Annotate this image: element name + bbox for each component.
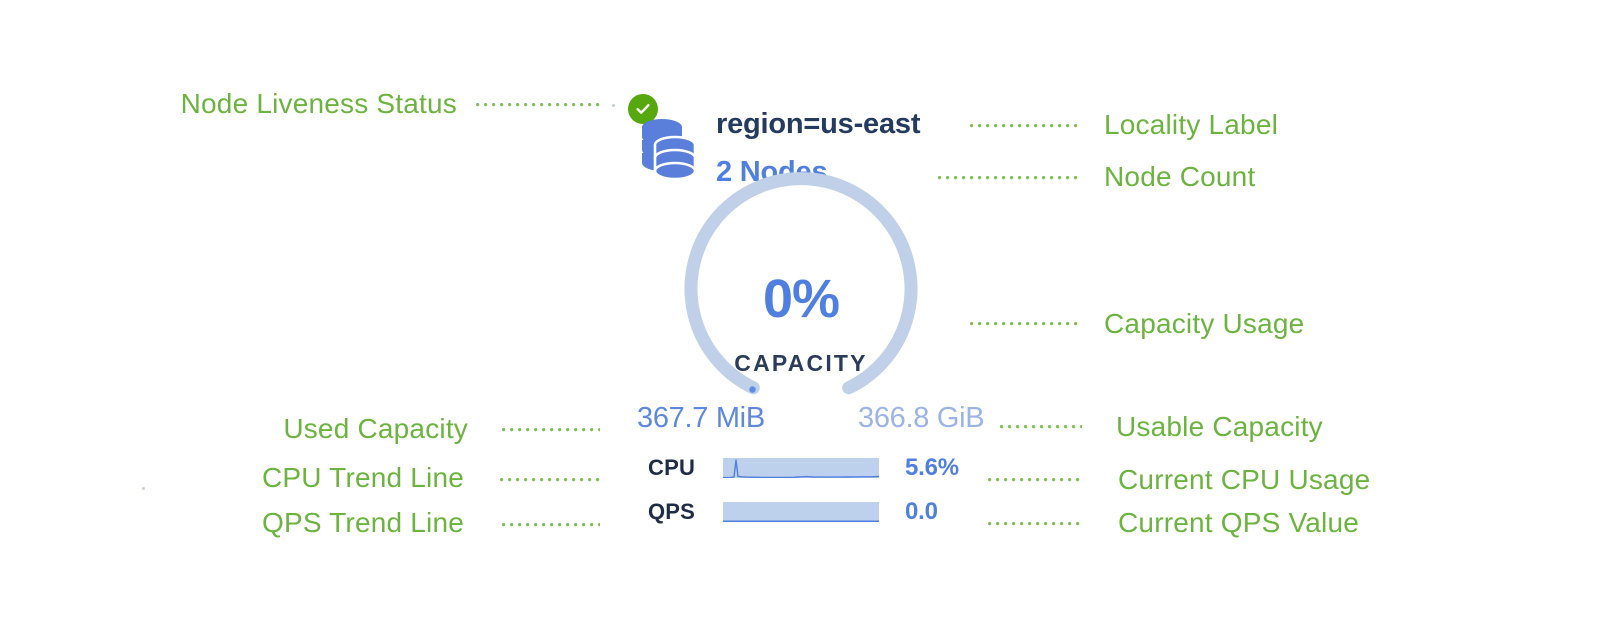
capacity-gauge <box>672 172 930 414</box>
node-icon-group <box>628 94 706 186</box>
metric-label-qps: QPS <box>648 499 696 524</box>
annotation-node-count: Node Count <box>1104 161 1256 192</box>
leader-line-qps-trend-line <box>502 523 600 528</box>
annotation-capacity-usage: Capacity Usage <box>1104 308 1305 339</box>
metric-value-cpu: 5.6% <box>905 454 959 481</box>
leader-line-node-liveness-status <box>476 103 604 108</box>
capacity-percent: 0% <box>762 269 840 329</box>
metric-label-cpu: CPU <box>648 455 696 480</box>
leader-line-cpu-trend-line <box>500 478 600 483</box>
qps-sparkline-chart <box>723 502 879 522</box>
leader-line-capacity-usage <box>970 322 1082 327</box>
speck <box>612 104 615 107</box>
leader-line-usable-capacity <box>1000 425 1082 430</box>
annotation-cpu-trend-line: CPU Trend Line <box>261 462 464 493</box>
leader-line-used-capacity <box>502 428 600 433</box>
annotation-usable-capacity: Usable Capacity <box>1116 411 1323 442</box>
annotation-current-cpu-usage: Current CPU Usage <box>1118 464 1371 495</box>
database-stack-icon <box>642 119 697 181</box>
used-capacity-value: 367.7 MiB <box>637 402 765 434</box>
annotation-node-liveness-status: Node Liveness Status <box>180 88 457 119</box>
leader-line-node-count <box>938 176 1082 181</box>
cpu-sparkline-chart <box>723 458 879 478</box>
annotation-used-capacity: Used Capacity <box>283 413 468 444</box>
usable-capacity-value: 366.8 GiB <box>858 402 985 434</box>
leader-line-current-qps-value <box>988 522 1084 527</box>
speck <box>142 487 145 490</box>
metric-row-qps: QPS 0.0 <box>648 498 938 525</box>
metric-value-qps: 0.0 <box>905 498 938 525</box>
locality-label: region=us-east <box>716 108 921 140</box>
annotation-current-qps-value: Current QPS Value <box>1118 507 1359 538</box>
check-circle-icon <box>628 94 658 124</box>
capacity-caption: CAPACITY <box>734 350 868 376</box>
annotation-qps-trend-line: QPS Trend Line <box>261 507 464 538</box>
leader-line-current-cpu-usage <box>988 478 1084 483</box>
annotation-locality-label: Locality Label <box>1104 109 1279 140</box>
metric-row-cpu: CPU 5.6% <box>648 454 959 481</box>
leader-line-locality-label <box>970 124 1082 129</box>
